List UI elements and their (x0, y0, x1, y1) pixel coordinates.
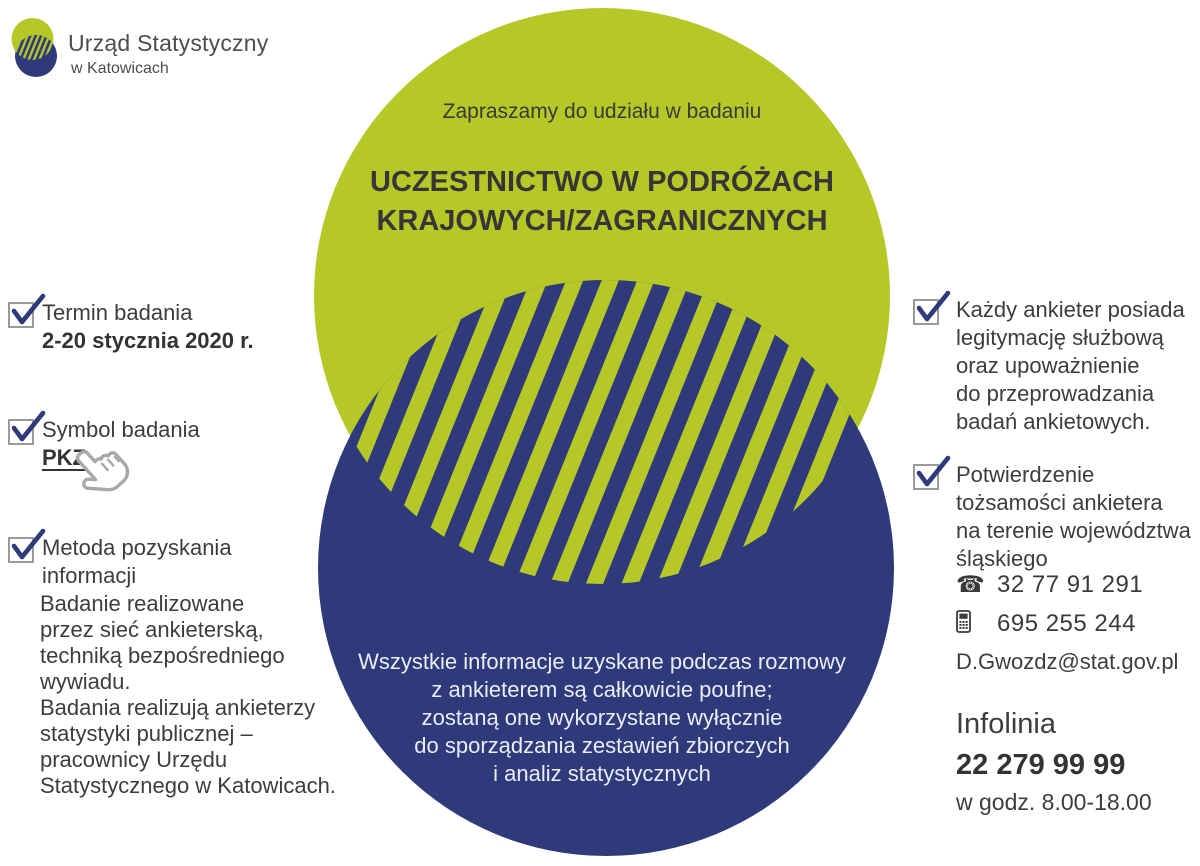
term-label: Termin badania (42, 300, 193, 325)
checklist-item-verification: Potwierdzenie tożsamości ankietera na te… (913, 455, 1200, 573)
infoline-hours: w godz. 8.00-18.00 (956, 789, 1152, 815)
mobile-row: 695 255 244 (956, 610, 1200, 638)
checkbox-icon (913, 455, 951, 490)
method-label: Metoda pozyskania informacji (42, 535, 232, 588)
contact-block: ☎ 32 77 91 291 (956, 571, 1200, 675)
telephone-icon: ☎ (956, 571, 985, 598)
logo-title: Urząd Statystyczny (68, 30, 269, 56)
method-description: Badanie realizowane przez sieć ankieters… (40, 591, 336, 798)
checkbox-icon (8, 410, 46, 445)
checklist-item-term: Termin badania 2-20 stycznia 2020 r. (8, 293, 338, 355)
logo-mark-icon (11, 18, 57, 77)
checkbox-icon (913, 290, 951, 325)
mobile-number: 695 255 244 (997, 610, 1136, 637)
term-value: 2-20 stycznia 2020 r. (42, 328, 254, 353)
landline-row: ☎ 32 77 91 291 (956, 571, 1200, 599)
checklist-item-method: Metoda pozyskania informacji (8, 528, 338, 590)
invite-text: Zapraszamy do udziału w badaniu (442, 100, 762, 123)
logo-subtitle: w Katowicach (71, 60, 169, 77)
email-address: D.Gwozdz@stat.gov.pl (956, 649, 1179, 674)
hand-cursor-icon (75, 449, 130, 492)
credentials-note: Każdy ankieter posiada legitymację służb… (956, 297, 1185, 434)
checkbox-icon (8, 528, 46, 563)
checklist-item-credentials: Każdy ankieter posiada legitymację służb… (913, 290, 1200, 436)
landline-number: 32 77 91 291 (997, 571, 1144, 598)
mobile-phone-icon (956, 610, 983, 638)
checklist-item-symbol: Symbol badania PKZ (8, 410, 338, 472)
infoline-number: 22 279 99 99 (956, 749, 1126, 781)
lens-stripes (318, 280, 890, 584)
survey-title: UCZESTNICTWO W PODRÓŻACH KRAJOWYCH/ZAGRA… (370, 166, 834, 237)
checkbox-icon (8, 293, 46, 328)
verification-heading: Potwierdzenie tożsamości ankietera na te… (956, 462, 1191, 571)
privacy-note: Wszystkie informacje uzyskane podczas ro… (358, 649, 846, 786)
infoline-label: Infolinia (956, 708, 1056, 740)
infoline-block: Infolinia 22 279 99 99 w godz. 8.00-18.0… (956, 708, 1152, 816)
symbol-label: Symbol badania (42, 417, 200, 442)
